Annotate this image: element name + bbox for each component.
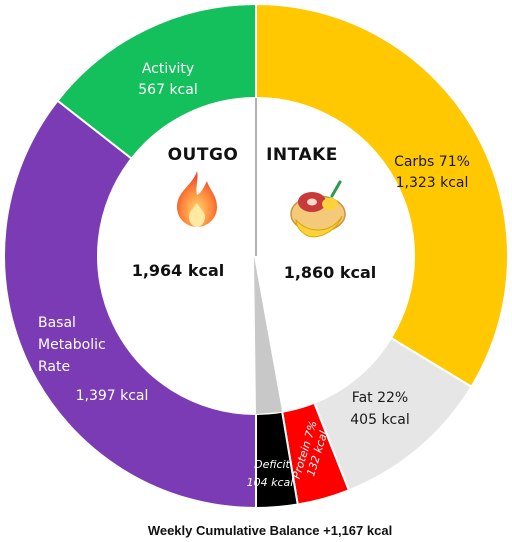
slice-bmr	[3, 99, 257, 510]
label-carbs-value: 1,323 kcal	[396, 175, 469, 191]
label-carbs-name: Carbs 71%	[394, 154, 470, 170]
label-deficit-value: 104 kcal	[247, 476, 294, 489]
slice-carbs	[255, 2, 509, 389]
label-bmr-value: 1,397 kcal	[76, 388, 149, 404]
label-bmr-line-3: Rate	[38, 359, 70, 375]
slice-activity	[56, 2, 257, 161]
label-fat-name: Fat 22%	[352, 390, 408, 406]
label-bmr-line-2: Metabolic	[38, 337, 106, 353]
intake-total: 1,860 kcal	[284, 263, 377, 282]
footer-balance: Weekly Cumulative Balance +1,167 kcal	[148, 523, 392, 538]
intake-heading: INTAKE	[266, 145, 338, 165]
inner-divider-wedge	[254, 256, 283, 414]
donut-ring	[3, 2, 509, 510]
label-fat-value: 405 kcal	[350, 412, 409, 428]
label-bmr: Basal Metabolic Rate 1,397 kcal	[38, 315, 148, 404]
fire-icon	[177, 171, 217, 227]
label-carbs: Carbs 71% 1,323 kcal	[394, 154, 470, 191]
outgo-total: 1,964 kcal	[132, 261, 225, 280]
label-deficit-name: Deficit	[254, 458, 290, 471]
label-activity-name: Activity	[142, 61, 194, 77]
label-activity-value: 567 kcal	[138, 82, 197, 98]
label-bmr-line-1: Basal	[38, 315, 76, 331]
outgo-heading: OUTGO	[168, 145, 239, 165]
label-activity: Activity 567 kcal	[138, 61, 197, 98]
label-fat: Fat 22% 405 kcal	[350, 390, 409, 428]
label-deficit: Deficit 104 kcal	[247, 458, 294, 489]
food-plate-icon	[290, 180, 346, 238]
